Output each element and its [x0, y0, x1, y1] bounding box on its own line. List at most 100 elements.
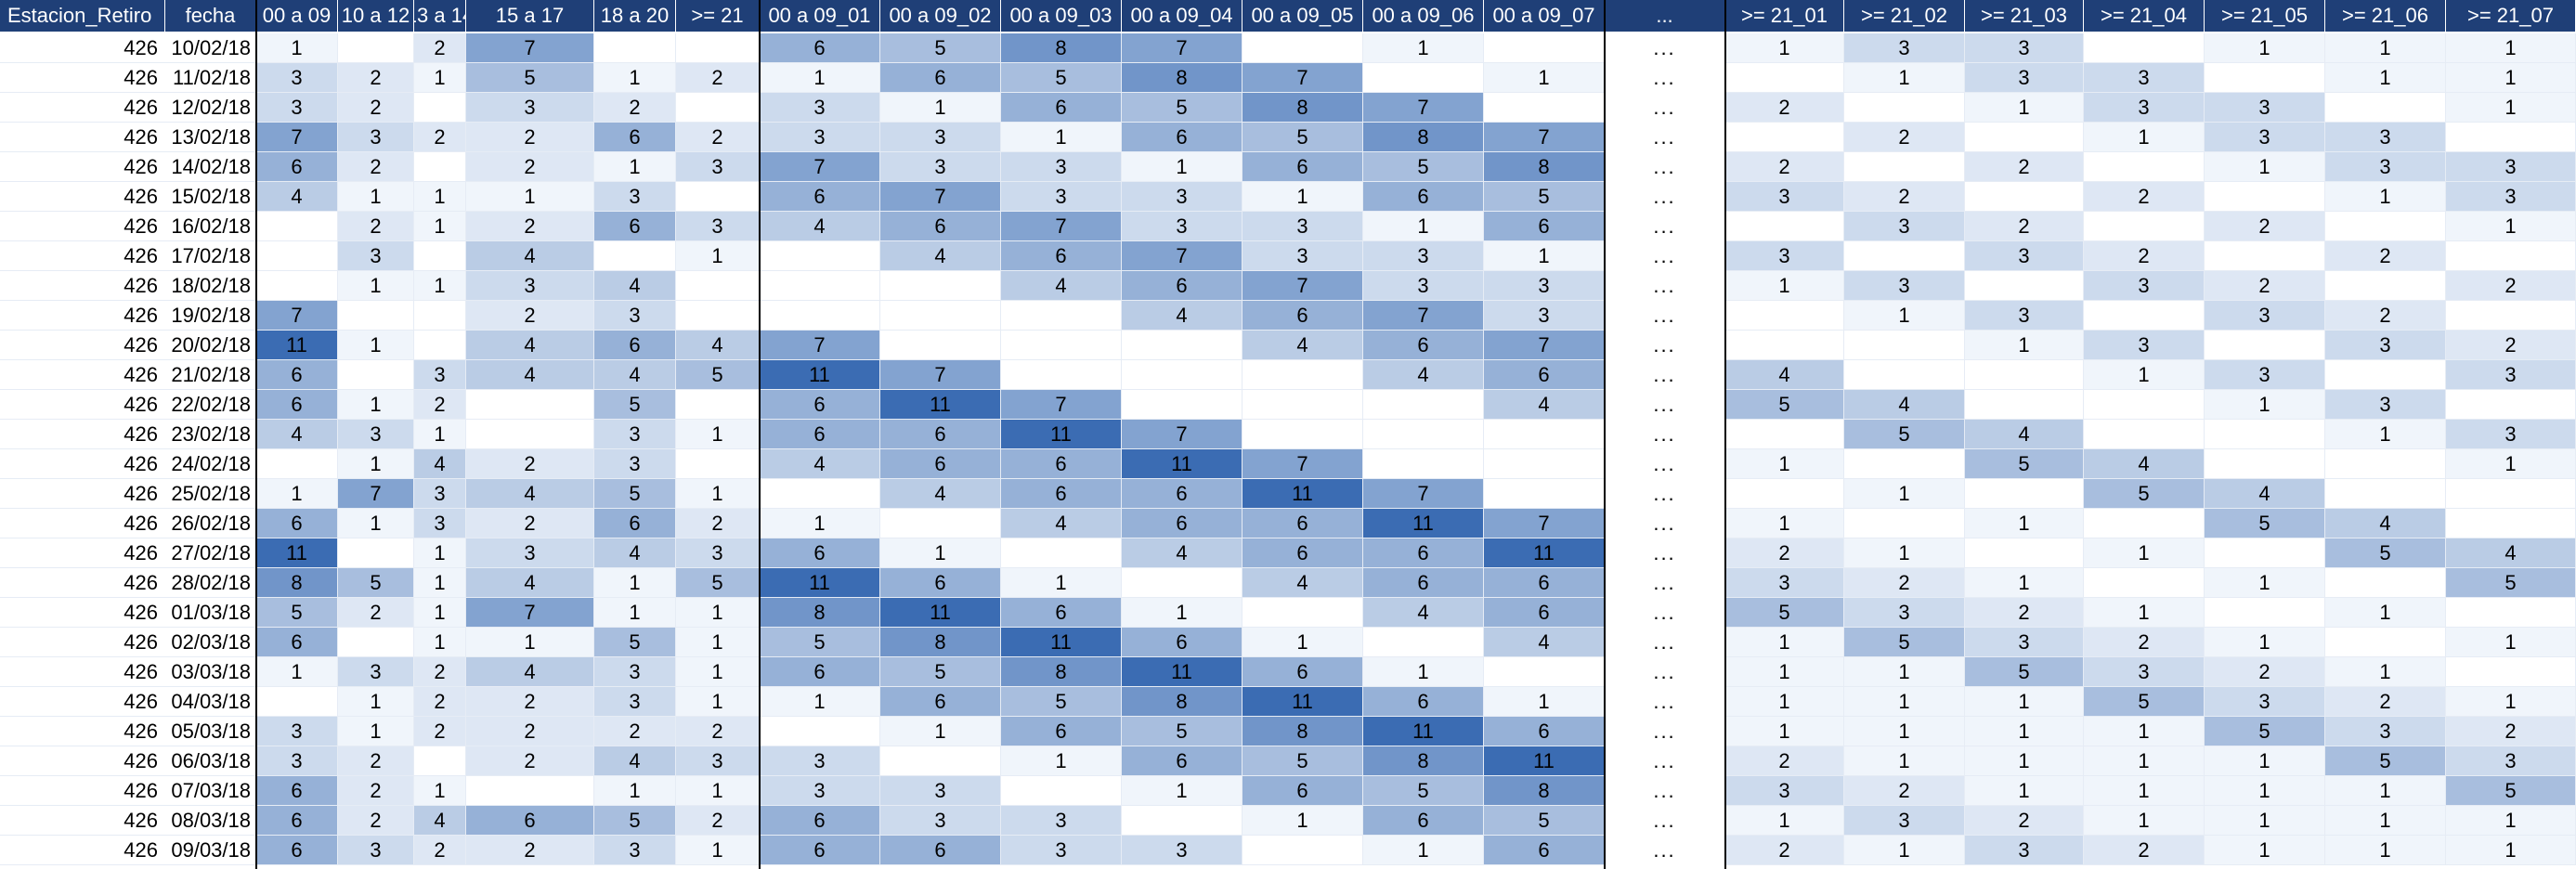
cell-fecha[interactable]: 15/02/18	[165, 182, 256, 212]
column-header[interactable]: >= 21_07	[2446, 0, 2576, 32]
heat-cell[interactable]: 6	[1363, 806, 1484, 836]
heat-cell[interactable]: 3	[1484, 301, 1605, 331]
heat-cell[interactable]: 4	[760, 449, 880, 479]
heat-cell[interactable]: 2	[2205, 657, 2325, 687]
cell-estacion[interactable]: 426	[0, 776, 165, 806]
heat-cell[interactable]: 2	[1725, 538, 1844, 568]
cell-estacion[interactable]: 426	[0, 390, 165, 420]
column-header[interactable]: 15 a 17	[466, 0, 594, 32]
heat-cell[interactable]: 3	[338, 836, 414, 865]
heat-cell[interactable]: 2	[338, 806, 414, 836]
heat-cell[interactable]: 1	[1484, 241, 1605, 271]
heat-cell[interactable]: 5	[2325, 746, 2446, 776]
heat-cell[interactable]: 3	[1001, 836, 1122, 865]
heat-cell[interactable]: 8	[1484, 776, 1605, 806]
heat-cell[interactable]: 2	[414, 657, 466, 687]
heat-cell[interactable]: 5	[256, 598, 338, 628]
heat-cell[interactable]: 3	[1844, 806, 1965, 836]
heat-cell[interactable]	[414, 93, 466, 123]
heat-cell[interactable]: 3	[594, 836, 676, 865]
heat-cell[interactable]	[1965, 360, 2084, 390]
heat-cell[interactable]: 7	[1001, 390, 1122, 420]
heat-cell[interactable]	[594, 241, 676, 271]
heat-cell[interactable]: 1	[466, 182, 594, 212]
heat-cell[interactable]: 2	[414, 390, 466, 420]
heat-cell[interactable]: 3	[466, 271, 594, 301]
heat-cell[interactable]: 6	[1122, 123, 1242, 152]
heat-cell[interactable]: 1	[1965, 776, 2084, 806]
heat-cell[interactable]: 4	[2084, 449, 2205, 479]
heat-cell[interactable]: 2	[414, 836, 466, 865]
heat-cell[interactable]	[1001, 301, 1122, 331]
heat-cell[interactable]: 2	[1725, 836, 1844, 865]
heat-cell[interactable]: 3	[760, 776, 880, 806]
heat-cell[interactable]: 6	[256, 836, 338, 865]
cell-estacion[interactable]: 426	[0, 123, 165, 152]
heat-cell[interactable]: 2	[466, 687, 594, 717]
heat-cell[interactable]: 2	[414, 123, 466, 152]
heat-cell[interactable]: 3	[1965, 836, 2084, 865]
heat-cell[interactable]: 1	[338, 449, 414, 479]
heat-cell[interactable]: 6	[1484, 212, 1605, 241]
heat-cell[interactable]: 11	[1242, 479, 1363, 509]
heat-cell[interactable]: 3	[2205, 687, 2325, 717]
cell-estacion[interactable]: 426	[0, 152, 165, 182]
heat-cell[interactable]: 6	[256, 628, 338, 657]
heat-cell[interactable]: 4	[594, 538, 676, 568]
column-header[interactable]: 00 a 09_05	[1242, 0, 1363, 32]
heat-cell[interactable]	[2084, 390, 2205, 420]
heat-cell[interactable]: 1	[676, 657, 760, 687]
heat-cell[interactable]	[1484, 420, 1605, 449]
cell-estacion[interactable]: 426	[0, 598, 165, 628]
heat-cell[interactable]: 6	[256, 360, 338, 390]
heat-cell[interactable]: 8	[1122, 63, 1242, 93]
heat-cell[interactable]: 3	[466, 538, 594, 568]
heat-cell[interactable]: 6	[1001, 93, 1122, 123]
heat-cell[interactable]: 3	[1122, 212, 1242, 241]
heat-cell[interactable]	[2446, 390, 2576, 420]
heat-cell[interactable]	[2084, 212, 2205, 241]
heat-cell[interactable]: 6	[1122, 628, 1242, 657]
heat-cell[interactable]: 5	[1965, 449, 2084, 479]
heat-cell[interactable]: 4	[1484, 390, 1605, 420]
heat-cell[interactable]: 4	[256, 182, 338, 212]
heat-cell[interactable]: 3	[2205, 360, 2325, 390]
heat-cell[interactable]: 6	[1484, 360, 1605, 390]
heat-cell[interactable]	[414, 241, 466, 271]
heat-cell[interactable]: 5	[2446, 568, 2576, 598]
column-header[interactable]: >= 21_05	[2205, 0, 2325, 32]
heat-cell[interactable]: 4	[760, 212, 880, 241]
heat-cell[interactable]: 2	[338, 598, 414, 628]
heat-cell[interactable]	[1725, 331, 1844, 360]
cell-fecha[interactable]: 03/03/18	[165, 657, 256, 687]
heat-cell[interactable]: 2	[1725, 93, 1844, 123]
heat-cell[interactable]: 4	[414, 806, 466, 836]
heat-cell[interactable]: 3	[1844, 212, 1965, 241]
heat-cell[interactable]: 1	[2446, 93, 2576, 123]
heat-cell[interactable]: 6	[880, 420, 1001, 449]
cell-fecha[interactable]: 07/03/18	[165, 776, 256, 806]
heat-cell[interactable]: 3	[2205, 301, 2325, 331]
heat-cell[interactable]: 1	[2446, 449, 2576, 479]
heat-cell[interactable]: 4	[2325, 509, 2446, 538]
heat-cell[interactable]: 1	[2205, 390, 2325, 420]
heat-cell[interactable]	[1363, 420, 1484, 449]
heat-cell[interactable]: 1	[466, 628, 594, 657]
heat-cell[interactable]: 1	[1965, 509, 2084, 538]
ellipsis-cell[interactable]: ...	[1605, 93, 1725, 123]
heat-cell[interactable]	[1242, 420, 1363, 449]
heat-cell[interactable]	[880, 271, 1001, 301]
heat-cell[interactable]: 1	[1844, 657, 1965, 687]
column-header[interactable]: >= 21_06	[2325, 0, 2446, 32]
heat-cell[interactable]: 6	[760, 657, 880, 687]
heat-cell[interactable]: 6	[256, 509, 338, 538]
heat-cell[interactable]: 2	[2446, 717, 2576, 746]
column-header[interactable]: 13 a 14	[414, 0, 466, 32]
heat-cell[interactable]: 5	[594, 806, 676, 836]
cell-estacion[interactable]: 426	[0, 479, 165, 509]
heat-cell[interactable]	[2446, 598, 2576, 628]
heat-cell[interactable]: 3	[1242, 212, 1363, 241]
heat-cell[interactable]: 3	[256, 63, 338, 93]
ellipsis-cell[interactable]: ...	[1605, 509, 1725, 538]
heat-cell[interactable]: 5	[1242, 746, 1363, 776]
